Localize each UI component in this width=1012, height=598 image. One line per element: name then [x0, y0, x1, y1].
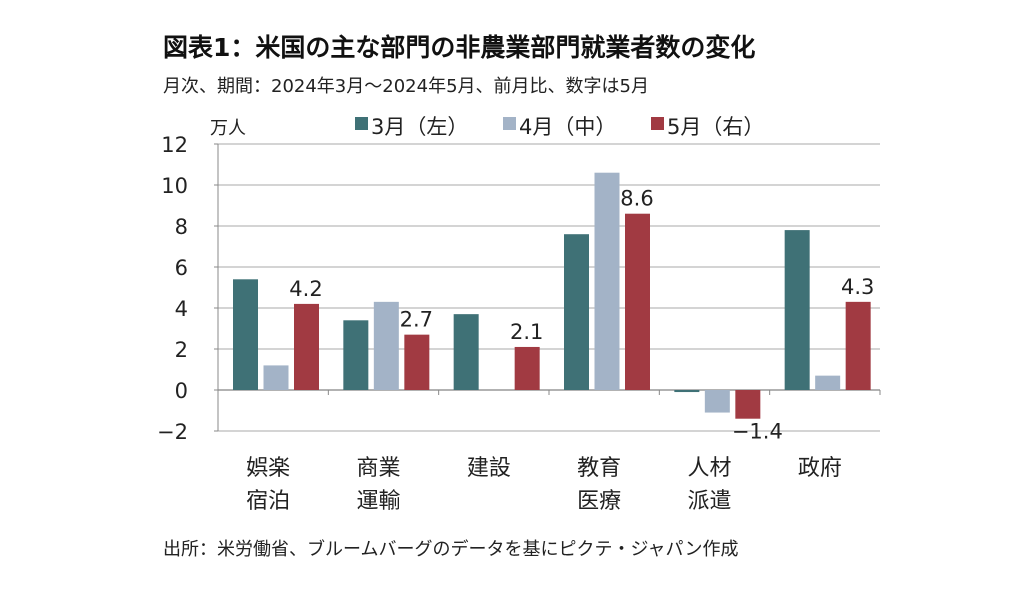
bar-1	[233, 279, 258, 390]
bar-1	[564, 234, 589, 390]
x-tick-label: 娯楽	[246, 456, 290, 481]
bar-3	[514, 346, 540, 390]
bar-3	[294, 303, 319, 390]
y-tick-label: 6	[175, 256, 188, 280]
bar-2	[594, 172, 620, 390]
source-note: 出所：米労働省、ブルームバーグのデータを基にピクテ・ジャパン作成	[163, 538, 738, 560]
data-label: 8.6	[620, 187, 653, 211]
bar-2	[704, 390, 730, 413]
bar-3	[625, 213, 650, 390]
bar-3	[735, 390, 761, 419]
data-label: 2.1	[510, 320, 543, 344]
x-tick-label: 宿泊	[246, 489, 290, 514]
bar-3	[845, 301, 871, 390]
bar-1	[453, 314, 479, 390]
bar-3	[404, 334, 430, 390]
legend-label: 3月（左）	[371, 115, 468, 139]
bar-1	[784, 230, 810, 390]
y-axis-unit: 万人	[210, 118, 246, 139]
bar-1	[343, 320, 369, 390]
bar-2	[815, 375, 841, 390]
x-tick-label: 教育	[577, 456, 621, 481]
legend-label: 5月（右）	[667, 115, 764, 139]
x-tick-label: 人材	[687, 456, 731, 481]
x-tick-label: 建設	[467, 456, 511, 481]
legend-swatch	[503, 117, 516, 130]
y-tick-label: 0	[175, 379, 188, 403]
chart-subtitle: 月次、期間：2024年3月～2024年5月、前月比、数字は5月	[163, 76, 649, 97]
x-tick-label: 商業	[356, 456, 400, 481]
data-label: −1.4	[732, 420, 783, 444]
bar-2	[263, 365, 289, 390]
x-tick-label: 政府	[798, 456, 842, 481]
chart-title: 図表1：米国の主な部門の非農業部門就業者数の変化	[163, 33, 755, 62]
data-label: 4.2	[289, 277, 322, 301]
x-tick-label: 派遣	[687, 489, 731, 514]
y-tick-label: 8	[175, 215, 188, 239]
bar-1	[674, 390, 700, 393]
legend-swatch	[355, 117, 368, 130]
y-tick-label: 12	[161, 133, 188, 157]
data-label: 2.7	[400, 308, 433, 332]
x-tick-label: 運輸	[356, 489, 400, 514]
bar-2	[373, 301, 399, 390]
y-tick-label: 4	[175, 297, 188, 321]
x-tick-label: 医療	[577, 489, 621, 514]
y-tick-label: 2	[175, 338, 188, 362]
data-label: 4.3	[841, 275, 874, 299]
y-tick-label: 10	[161, 174, 188, 198]
y-tick-label: −2	[157, 420, 188, 444]
legend-label: 4月（中）	[519, 115, 616, 139]
legend-swatch	[651, 117, 664, 130]
